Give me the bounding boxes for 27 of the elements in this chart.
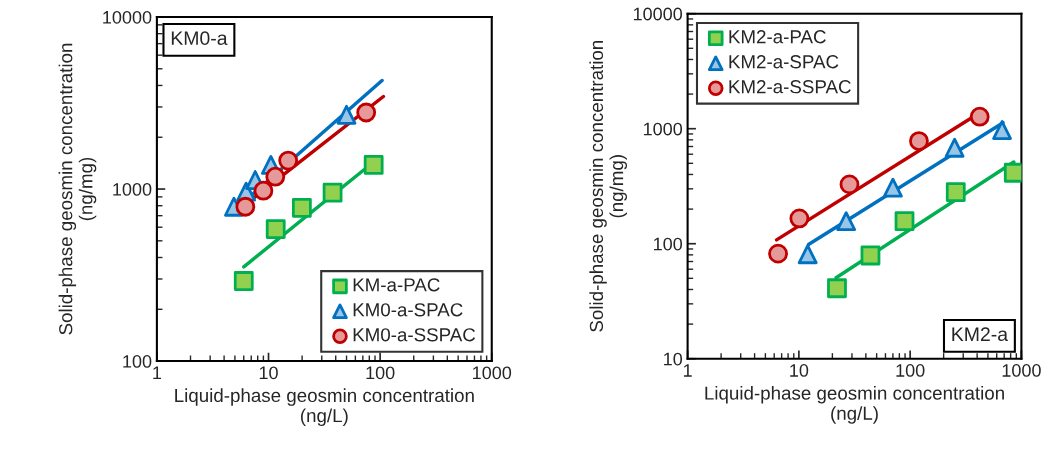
legend-label: KM0-a-SPAC — [353, 303, 463, 317]
y-tick-label: 10000 — [633, 7, 683, 21]
x-tick-label: 10 — [259, 366, 278, 380]
y-tick-label: 1000 — [113, 182, 152, 196]
y-tick-label: 10 — [664, 352, 683, 366]
x-tick-label: 1 — [683, 364, 692, 377]
legend-label: KM0-a-SSPAC — [353, 328, 476, 342]
legend-label: KM2-a-SSPAC — [729, 80, 851, 94]
legend-label: KM-a-PAC — [353, 278, 440, 292]
x-tick-label: 100 — [896, 364, 925, 377]
y-axis-title: Solid-phase geosmin concentration (ng/mg) — [589, 40, 627, 332]
annotation: KM0-a — [171, 31, 228, 46]
x-axis-title: Liquid-phase geosmin concentration (ng/L) — [705, 385, 1004, 424]
y-tick-label: 100 — [123, 355, 152, 368]
y-axis-title: Solid-phase geosmin concentration (ng/mg) — [58, 43, 97, 335]
x-tick-label: 1000 — [473, 366, 512, 380]
x-tick-label: 1 — [153, 366, 162, 380]
x-tick-label: 100 — [366, 366, 395, 380]
annotation: KM2-a — [952, 327, 1009, 342]
x-tick-label: 1000 — [1002, 364, 1041, 377]
x-tick-label: 10 — [790, 364, 809, 377]
y-tick-label: 1000 — [643, 122, 683, 136]
legend-label: KM2-a-SPAC — [729, 55, 839, 69]
legend-label: KM2-a-PAC — [729, 30, 826, 44]
x-axis-title: Liquid-phase geosmin concentration (ng/L) — [175, 388, 474, 426]
y-tick-label: 100 — [654, 237, 683, 251]
y-tick-label: 10000 — [103, 10, 152, 24]
